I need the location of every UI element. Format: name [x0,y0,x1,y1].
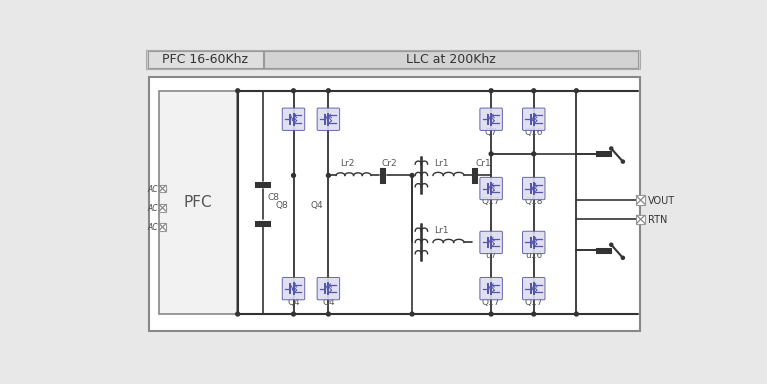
FancyBboxPatch shape [522,278,545,300]
Text: u7: u7 [486,251,497,260]
Text: Q7: Q7 [485,127,498,137]
FancyBboxPatch shape [480,231,502,253]
Circle shape [574,89,578,93]
Circle shape [621,256,624,259]
Text: Cr1: Cr1 [476,159,492,168]
Text: Q17: Q17 [482,298,500,307]
Text: Q17: Q17 [482,197,500,206]
Bar [149,77,640,331]
FancyBboxPatch shape [282,278,304,300]
Circle shape [610,243,613,246]
Circle shape [327,312,331,316]
Text: Lr1: Lr1 [435,159,449,168]
FancyBboxPatch shape [317,278,340,300]
Bar [636,195,645,205]
Circle shape [410,174,414,177]
FancyBboxPatch shape [522,231,545,253]
Text: Q4: Q4 [322,298,334,307]
Text: Q16: Q16 [525,127,543,137]
Text: Lr2: Lr2 [340,159,354,168]
Bar [160,91,237,314]
Bar [159,223,166,231]
Circle shape [489,312,493,316]
FancyBboxPatch shape [522,177,545,200]
Text: Q8: Q8 [275,201,288,210]
FancyBboxPatch shape [282,108,304,131]
Bar [148,51,262,68]
Text: Q17: Q17 [525,298,543,307]
Text: AC: AC [147,185,158,194]
Circle shape [291,174,295,177]
Circle shape [574,312,578,316]
Text: RTN: RTN [647,215,667,225]
FancyBboxPatch shape [522,108,545,131]
Circle shape [235,89,239,93]
Bar [636,215,645,224]
Bar [159,185,166,192]
Circle shape [327,89,331,93]
Bar [146,50,640,69]
Circle shape [532,89,535,93]
Text: Lr1: Lr1 [435,226,449,235]
Circle shape [291,89,295,93]
FancyBboxPatch shape [317,108,340,131]
Bar [264,51,638,68]
Text: C8: C8 [268,193,280,202]
Circle shape [621,160,624,163]
Circle shape [610,147,613,150]
Text: Q4: Q4 [287,298,300,307]
Text: VOUT: VOUT [647,196,675,206]
Circle shape [410,312,414,316]
Bar [159,204,166,212]
Text: Cr2: Cr2 [381,159,397,168]
Text: Q4: Q4 [311,201,323,210]
Circle shape [532,152,535,156]
Circle shape [327,174,331,177]
Circle shape [489,89,493,93]
Text: AC: AC [147,223,158,232]
FancyBboxPatch shape [480,177,502,200]
Circle shape [489,152,493,156]
Circle shape [532,312,535,316]
Circle shape [235,312,239,316]
Text: PFC 16-60Khz: PFC 16-60Khz [162,53,249,66]
FancyBboxPatch shape [480,278,502,300]
Circle shape [291,312,295,316]
Text: u16: u16 [525,251,542,260]
FancyBboxPatch shape [480,108,502,131]
Text: Q18: Q18 [525,197,543,206]
Text: PFC: PFC [184,195,212,210]
Text: AC: AC [147,204,158,213]
Text: LLC at 200Khz: LLC at 200Khz [406,53,495,66]
